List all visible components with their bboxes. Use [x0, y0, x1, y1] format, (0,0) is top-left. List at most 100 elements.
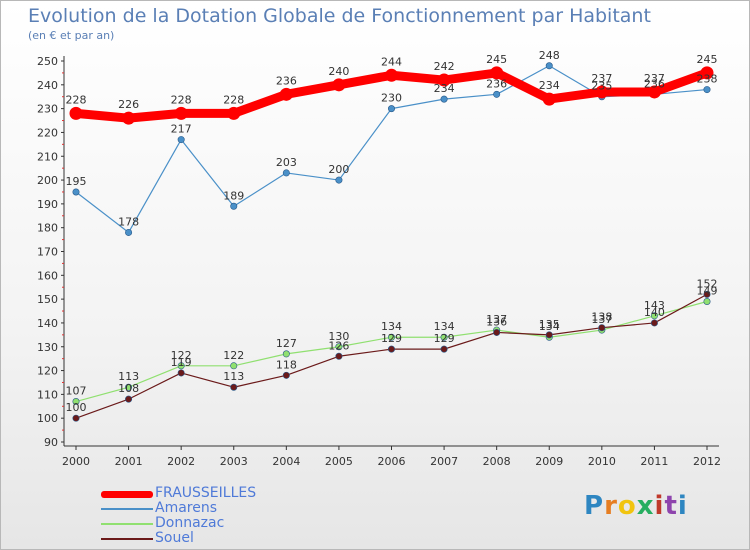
data-label-souel: 118 [276, 358, 297, 371]
y-tick-label: 90 [44, 436, 58, 449]
data-point-amarens [177, 136, 185, 144]
data-point-amarens [282, 169, 290, 177]
data-label-frausseilles: 245 [697, 53, 718, 66]
data-point-souel [335, 352, 343, 360]
data-point-souel [230, 383, 238, 391]
data-label-amarens: 189 [223, 189, 244, 202]
x-tick-label: 2012 [693, 455, 721, 468]
legend-swatch-donnazac [101, 523, 153, 525]
data-label-amarens: 200 [328, 163, 349, 176]
data-label-frausseilles: 234 [539, 79, 560, 92]
y-tick-label: 150 [37, 293, 58, 306]
data-label-amarens: 217 [171, 123, 192, 136]
y-tick-label: 100 [37, 412, 58, 425]
data-label-frausseilles: 236 [276, 74, 297, 87]
logo-letter: P [584, 491, 605, 521]
y-tick-label: 230 [37, 103, 58, 116]
data-point-donnazac [440, 333, 448, 341]
legend-label-frausseilles: FRAUSSEILLES [155, 485, 257, 501]
x-tick-label: 2000 [62, 455, 90, 468]
data-point-souel [177, 369, 185, 377]
data-point-amarens [703, 86, 711, 94]
data-point-souel [387, 345, 395, 353]
logo-letter: o [617, 491, 637, 521]
data-label-frausseilles: 245 [486, 53, 507, 66]
data-point-souel [125, 395, 133, 403]
data-point-frausseilles [122, 111, 136, 125]
legend-label-donnazac: Donnazac [155, 515, 225, 531]
data-point-souel [72, 414, 80, 422]
data-point-souel [703, 290, 711, 298]
data-label-donnazac: 134 [381, 320, 402, 333]
logo-letter: i [677, 491, 688, 521]
logo-letter: i [654, 491, 665, 521]
data-point-souel [440, 345, 448, 353]
data-label-amarens: 236 [644, 77, 665, 90]
y-tick-label: 240 [37, 79, 58, 92]
data-label-donnazac: 137 [486, 313, 507, 326]
data-label-amarens: 236 [486, 77, 507, 90]
x-tick-label: 2010 [588, 455, 616, 468]
data-label-frausseilles: 237 [591, 72, 612, 85]
data-point-frausseilles [700, 66, 714, 80]
y-tick-label: 200 [37, 174, 58, 187]
logo-letter: r [604, 491, 618, 521]
data-label-souel: 129 [434, 332, 455, 345]
data-point-frausseilles [69, 106, 83, 120]
chart-title: Evolution de la Dotation Globale de Fonc… [28, 5, 651, 27]
x-tick-label: 2011 [640, 455, 668, 468]
data-label-donnazac: 134 [434, 320, 455, 333]
data-label-frausseilles: 228 [66, 93, 87, 106]
data-point-amarens [493, 90, 501, 98]
data-point-amarens [440, 95, 448, 103]
data-label-donnazac: 149 [697, 285, 718, 298]
data-label-souel: 113 [223, 370, 244, 383]
data-point-frausseilles [542, 92, 556, 106]
x-tick-label: 2004 [272, 455, 300, 468]
data-label-donnazac: 134 [539, 320, 560, 333]
y-tick-label: 110 [37, 388, 58, 401]
data-point-frausseilles [174, 106, 188, 120]
legend-label-amarens: Amarens [155, 500, 218, 516]
y-tick-label: 130 [37, 341, 58, 354]
y-tick-label: 220 [37, 126, 58, 139]
data-label-souel: 108 [118, 382, 139, 395]
data-label-amarens: 235 [591, 80, 612, 93]
data-point-donnazac [387, 333, 395, 341]
data-point-amarens [335, 176, 343, 184]
data-label-donnazac: 137 [591, 313, 612, 326]
data-label-souel: 129 [381, 332, 402, 345]
data-point-souel [545, 331, 553, 339]
data-label-souel: 152 [697, 277, 718, 290]
legend-swatch-souel [101, 538, 153, 540]
y-tick-label: 170 [37, 246, 58, 259]
data-label-frausseilles: 226 [118, 98, 139, 111]
legend-label-souel: Souel [155, 530, 194, 546]
data-point-amarens [72, 188, 80, 196]
data-label-frausseilles: 242 [434, 60, 455, 73]
data-label-donnazac: 130 [328, 330, 349, 343]
y-tick-label: 190 [37, 198, 58, 211]
data-point-donnazac [335, 343, 343, 351]
y-tick-label: 250 [37, 55, 58, 68]
data-label-frausseilles: 228 [223, 93, 244, 106]
data-label-souel: 138 [591, 311, 612, 324]
data-point-donnazac [282, 350, 290, 358]
y-tick-label: 210 [37, 150, 58, 163]
data-point-amarens [230, 202, 238, 210]
x-tick-label: 2003 [220, 455, 248, 468]
data-point-frausseilles [279, 87, 293, 101]
data-point-donnazac [72, 398, 80, 406]
data-label-donnazac: 127 [276, 337, 297, 350]
data-label-amarens: 248 [539, 49, 560, 62]
data-label-donnazac: 143 [644, 299, 665, 312]
data-point-frausseilles [490, 66, 504, 80]
logo-letter: t [664, 491, 678, 521]
data-label-souel: 140 [644, 306, 665, 319]
x-tick-label: 2008 [483, 455, 511, 468]
data-label-frausseilles: 228 [171, 93, 192, 106]
data-point-amarens [125, 228, 133, 236]
data-label-souel: 136 [486, 315, 507, 328]
y-tick-label: 180 [37, 222, 58, 235]
data-label-amarens: 203 [276, 156, 297, 169]
